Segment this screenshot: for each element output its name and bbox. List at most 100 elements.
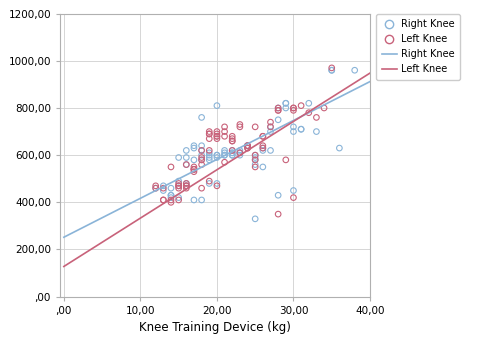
Point: [182, 155, 190, 160]
Point: [220, 124, 228, 130]
Point: [290, 195, 298, 200]
Point: [259, 164, 267, 170]
Point: [182, 162, 190, 167]
Point: [190, 145, 198, 151]
Point: [182, 183, 190, 189]
Point: [206, 150, 214, 155]
Point: [198, 155, 205, 160]
Legend: Right Knee, Left Knee, Right Knee, Left Knee: Right Knee, Left Knee, Right Knee, Left …: [376, 14, 460, 80]
Point: [198, 152, 205, 158]
Point: [244, 145, 252, 151]
Point: [174, 183, 182, 189]
Point: [190, 143, 198, 148]
Point: [259, 143, 267, 148]
Point: [244, 143, 252, 148]
Point: [297, 127, 305, 132]
Point: [160, 186, 168, 191]
Point: [167, 193, 175, 198]
Point: [236, 124, 244, 130]
Point: [190, 166, 198, 172]
Point: [190, 166, 198, 172]
Point: [244, 143, 252, 148]
Point: [236, 150, 244, 155]
Point: [297, 127, 305, 132]
Point: [228, 138, 236, 144]
Point: [228, 148, 236, 153]
Point: [220, 134, 228, 139]
Point: [206, 157, 214, 163]
Point: [290, 188, 298, 193]
Point: [174, 186, 182, 191]
Point: [228, 136, 236, 142]
Point: [251, 162, 259, 167]
Point: [266, 124, 274, 130]
Point: [290, 105, 298, 111]
Point: [190, 164, 198, 170]
Point: [305, 110, 313, 115]
Point: [290, 105, 298, 111]
Point: [282, 101, 290, 106]
Point: [259, 134, 267, 139]
Point: [274, 105, 282, 111]
Point: [152, 186, 160, 191]
Point: [228, 150, 236, 155]
Point: [213, 152, 221, 158]
Point: [198, 162, 205, 167]
Point: [251, 155, 259, 160]
Point: [266, 129, 274, 134]
Point: [220, 152, 228, 158]
Point: [206, 181, 214, 186]
Point: [174, 195, 182, 200]
Point: [266, 148, 274, 153]
Point: [174, 183, 182, 189]
Point: [182, 162, 190, 167]
Point: [190, 166, 198, 172]
Point: [220, 150, 228, 155]
Point: [259, 145, 267, 151]
Point: [290, 108, 298, 113]
Point: [213, 134, 221, 139]
Point: [213, 152, 221, 158]
Point: [282, 157, 290, 163]
Point: [213, 183, 221, 189]
Point: [174, 155, 182, 160]
Point: [274, 193, 282, 198]
Point: [228, 134, 236, 139]
Point: [206, 148, 214, 153]
Point: [236, 150, 244, 155]
Point: [198, 186, 205, 191]
Point: [228, 138, 236, 144]
Point: [167, 164, 175, 170]
Point: [350, 68, 358, 73]
Point: [198, 197, 205, 203]
Point: [206, 152, 214, 158]
Point: [328, 68, 336, 73]
Point: [244, 143, 252, 148]
Point: [182, 181, 190, 186]
Point: [213, 129, 221, 134]
Point: [236, 148, 244, 153]
Point: [213, 131, 221, 137]
Point: [251, 152, 259, 158]
Point: [206, 129, 214, 134]
Point: [167, 199, 175, 205]
Point: [259, 148, 267, 153]
Point: [160, 188, 168, 193]
Point: [182, 183, 190, 189]
Point: [259, 145, 267, 151]
Point: [274, 105, 282, 111]
Point: [251, 124, 259, 130]
Point: [213, 181, 221, 186]
Point: [182, 183, 190, 189]
Point: [182, 148, 190, 153]
Point: [160, 183, 168, 189]
Point: [190, 157, 198, 163]
Point: [266, 119, 274, 125]
Point: [259, 134, 267, 139]
Point: [167, 197, 175, 203]
Point: [236, 122, 244, 127]
Point: [152, 186, 160, 191]
Point: [228, 148, 236, 153]
Point: [198, 143, 205, 148]
Point: [251, 157, 259, 163]
